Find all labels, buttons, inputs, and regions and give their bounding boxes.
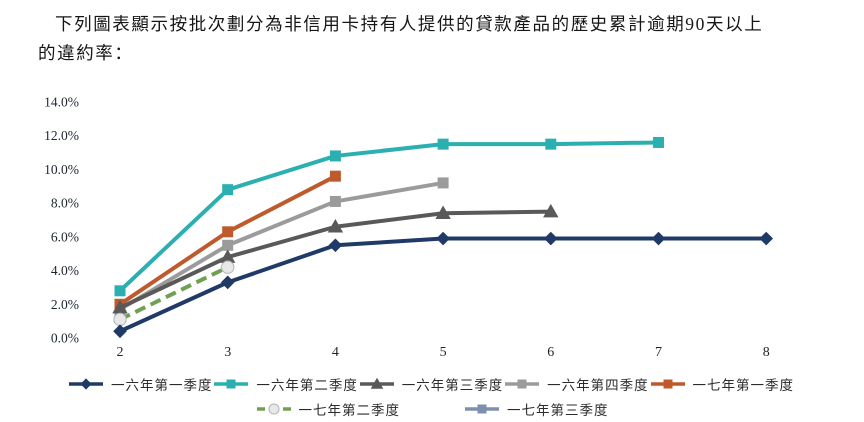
x-axis-tick-label: 4 (332, 345, 339, 360)
square-marker (517, 379, 527, 389)
x-axis-tick-label: 8 (763, 345, 770, 360)
triangle-marker (370, 377, 384, 389)
x-axis-tick-label: 2 (117, 345, 124, 360)
legend-label: 一七年第三季度 (507, 403, 609, 418)
square-marker (437, 177, 449, 189)
diamond-marker (80, 378, 92, 390)
legend-label: 一六年第三季度 (401, 378, 504, 393)
square-marker (329, 195, 341, 207)
x-axis-tick-label: 3 (224, 345, 231, 360)
legend-label: 一七年第一季度 (692, 378, 794, 393)
y-axis-tick-label: 14.0% (44, 95, 79, 110)
legend-label: 一六年第一季度 (111, 378, 213, 393)
series-3 (112, 203, 559, 314)
legend-item-5: 一七年第一季度 (650, 374, 795, 394)
square-marker (545, 138, 557, 150)
square-marker (114, 285, 126, 297)
legend-label: 一六年第二季度 (256, 378, 358, 393)
legend-swatch (214, 379, 249, 389)
x-axis-tick-label: 5 (440, 345, 447, 360)
caption-line-2: 的違約率： (38, 43, 134, 63)
diamond-marker (113, 324, 127, 339)
y-axis-tick-label: 0.0% (51, 331, 79, 346)
square-marker (222, 239, 234, 251)
legend-swatch (505, 379, 540, 389)
y-axis-tick-label: 2.0% (51, 297, 79, 312)
legend-swatch (465, 404, 499, 414)
square-marker (222, 226, 234, 238)
chart-legend-row-2: 一七年第二季度 一七年第三季度 (0, 399, 864, 419)
y-axis-tick-label: 6.0% (51, 229, 79, 244)
square-marker (329, 170, 341, 182)
series-line (119, 265, 229, 322)
diamond-marker (328, 238, 343, 253)
legend-label: 一七年第二季度 (298, 403, 400, 418)
legend-item-1: 一六年第一季度 (68, 374, 213, 394)
series-2 (114, 136, 664, 297)
legend-swatch (650, 379, 685, 389)
square-marker (222, 184, 234, 196)
chart-caption: 下列圖表顯示按批次劃分為非信用卡持有人提供的貸款產品的歷史累計逾期90天以上 的… (38, 10, 830, 68)
circle-marker (113, 312, 127, 327)
series-4 (114, 177, 449, 315)
square-marker (663, 379, 672, 389)
square-marker (437, 138, 449, 150)
y-axis-tick-label: 10.0% (44, 162, 79, 177)
x-axis-tick-label: 6 (547, 345, 554, 360)
diamond-marker (543, 231, 558, 246)
triangle-marker (327, 219, 344, 233)
legend-swatch (256, 403, 291, 415)
triangle-marker (543, 203, 559, 218)
legend-item-7: 一七年第三季度 (464, 399, 609, 419)
square-marker (226, 379, 236, 389)
y-axis-tick-label: 4.0% (51, 263, 79, 278)
chart-legend-row-1: 一六年第一季度 一六年第二季度 一六年第三季度 一六年第四季度 一七年第一季度 (68, 374, 794, 394)
series-line (118, 180, 444, 312)
diamond-marker (759, 231, 774, 246)
square-marker (329, 150, 341, 162)
circle-marker (221, 260, 235, 274)
legend-swatch (359, 377, 394, 389)
series-1 (113, 231, 774, 339)
caption-line-1: 下列圖表顯示按批次劃分為非信用卡持有人提供的貸款產品的歷史累計逾期90天以上 (55, 14, 764, 34)
triangle-marker (112, 299, 128, 314)
circle-marker (267, 403, 280, 415)
square-marker (653, 136, 664, 148)
diamond-marker (436, 231, 450, 246)
legend-item-4: 一六年第四季度 (504, 374, 649, 394)
diamond-marker (651, 231, 666, 246)
x-axis-tick-label: 7 (655, 345, 662, 360)
series-6 (113, 260, 235, 327)
series-line (118, 140, 659, 293)
square-marker (477, 404, 487, 414)
line-chart-plot: 14.0% 12.0% 10.0% 8.0% 6.0% 4.0% 2.0% 0.0% 2 3 4 5 6… (44, 95, 774, 360)
legend-item-6: 一七年第二季度 (256, 399, 401, 419)
y-axis-tick-label: 8.0% (51, 196, 79, 211)
legend-item-2: 一六年第二季度 (213, 374, 358, 394)
legend-swatch (69, 378, 103, 390)
triangle-marker (435, 205, 451, 220)
diamond-marker (220, 275, 235, 290)
legend-item-3: 一六年第三季度 (359, 374, 504, 394)
y-axis-tick-label: 12.0% (44, 128, 79, 143)
legend-label: 一六年第四季度 (547, 378, 649, 393)
triangle-marker (220, 249, 236, 263)
